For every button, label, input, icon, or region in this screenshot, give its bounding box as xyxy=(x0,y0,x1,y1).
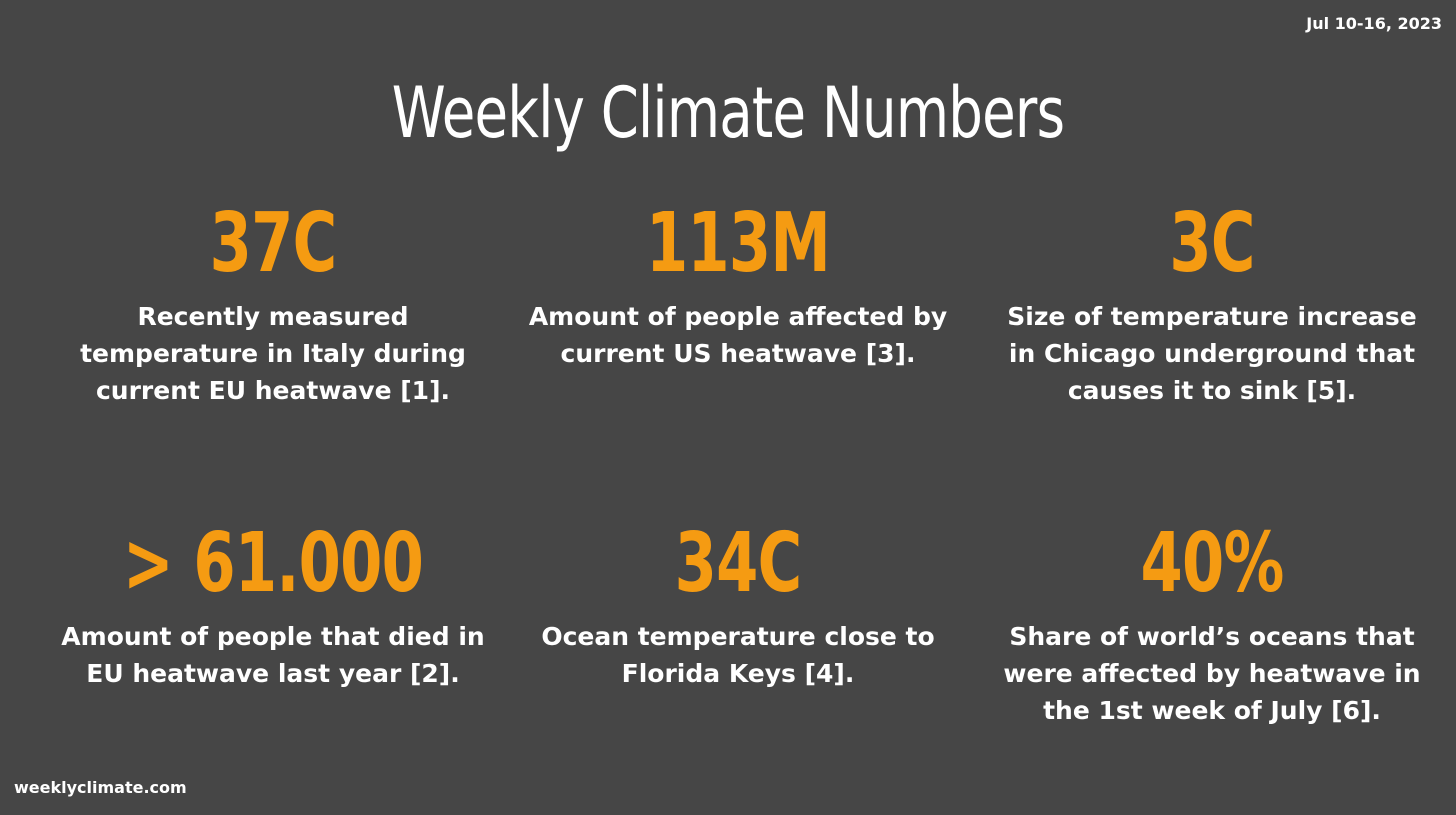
stat-description: Size of temperature increase in Chicago … xyxy=(1007,302,1417,405)
stat-card-eu-heatwave-deaths: > 61.000 Amount of people that died in E… xyxy=(53,516,493,692)
stat-card-ocean-heatwave-share: 40% Share of world’s oceans that were af… xyxy=(992,516,1432,729)
stat-description: Amount of people that died in EU heatwav… xyxy=(61,622,485,688)
stat-card-chicago-underground: 3C Size of temperature increase in Chica… xyxy=(992,196,1432,409)
stat-card-florida-ocean-temperature: 34C Ocean temperature close to Florida K… xyxy=(518,516,958,692)
stat-card-italy-temperature: 37C Recently measured temperature in Ita… xyxy=(53,196,493,409)
stat-value: 40% xyxy=(1140,516,1284,611)
footer-site-url: weeklyclimate.com xyxy=(14,778,187,797)
stat-value: 34C xyxy=(674,516,802,611)
page-title: Weekly Climate Numbers xyxy=(391,72,1065,154)
date-range: Jul 10-16, 2023 xyxy=(1306,14,1442,33)
stat-description: Recently measured temperature in Italy d… xyxy=(80,302,466,405)
stat-value: 113M xyxy=(645,196,831,291)
stat-value: 3C xyxy=(1169,196,1255,291)
stat-description: Share of world’s oceans that were affect… xyxy=(1003,622,1421,725)
stat-description: Ocean temperature close to Florida Keys … xyxy=(541,622,935,688)
stat-description: Amount of people affected by current US … xyxy=(528,302,948,368)
stat-value: 37C xyxy=(209,196,337,291)
stat-card-us-heatwave-people: 113M Amount of people affected by curren… xyxy=(518,196,958,372)
stat-value: > 61.000 xyxy=(122,516,424,611)
